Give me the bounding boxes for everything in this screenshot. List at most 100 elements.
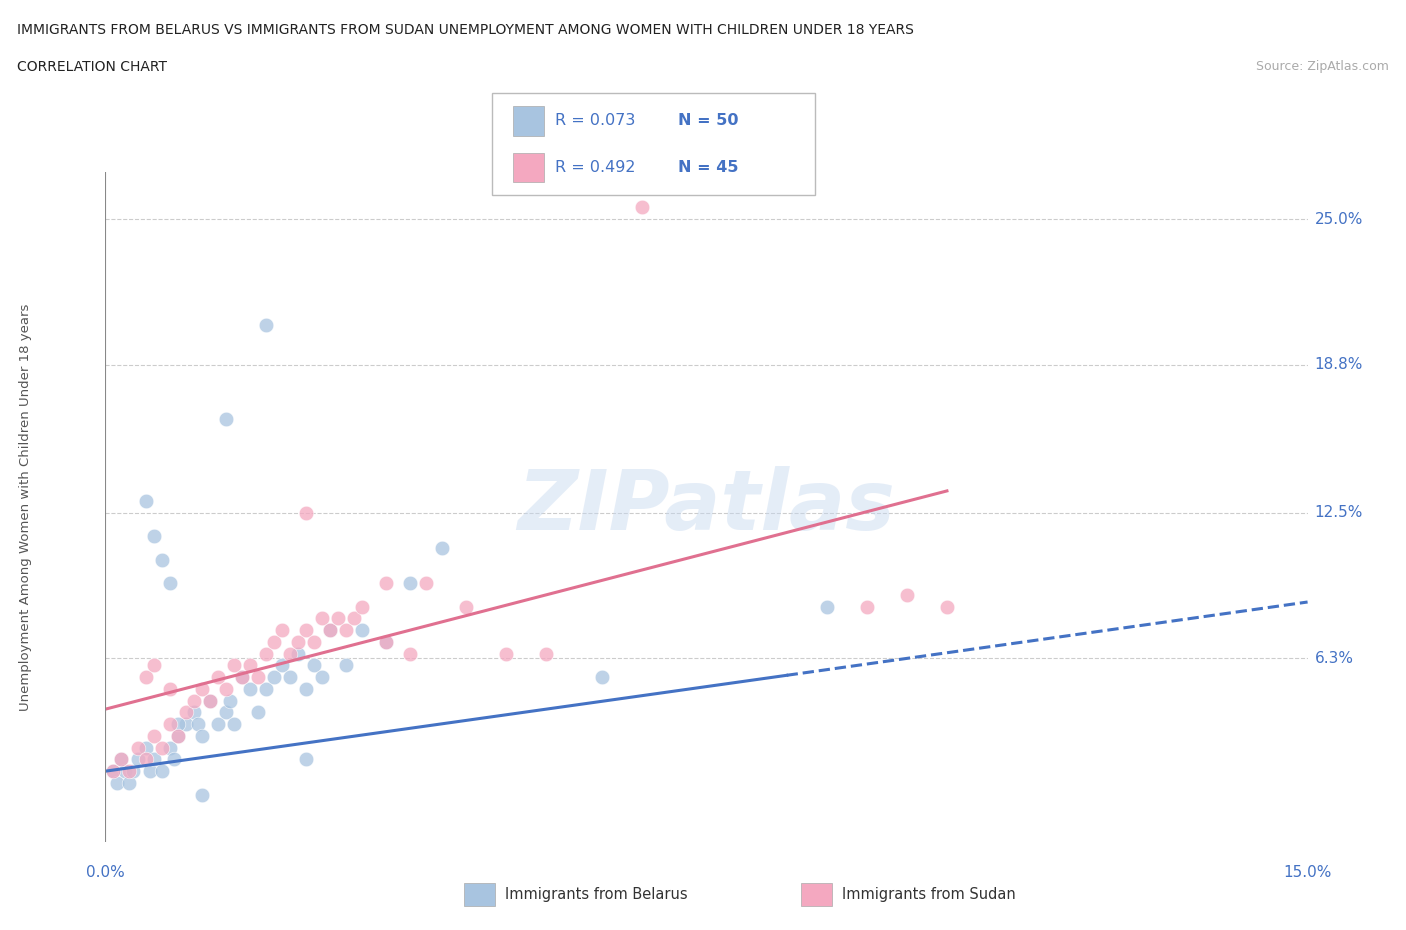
Point [166, 728, 188, 743]
Point [122, 764, 145, 778]
Point [374, 634, 396, 649]
Point [815, 599, 838, 614]
Point [162, 752, 184, 767]
Point [159, 576, 181, 591]
Point [142, 658, 165, 673]
Point [399, 646, 422, 661]
Point [399, 576, 422, 591]
Point [270, 623, 292, 638]
Point [159, 740, 181, 755]
Text: 0.0%: 0.0% [86, 865, 125, 880]
Point [183, 693, 205, 708]
Text: 12.5%: 12.5% [1315, 505, 1362, 520]
Point [287, 646, 309, 661]
Point [135, 740, 157, 755]
Point [295, 682, 318, 697]
Point [187, 717, 209, 732]
Point [350, 599, 373, 614]
Text: Immigrants from Sudan: Immigrants from Sudan [842, 887, 1017, 902]
Point [335, 658, 357, 673]
Point [118, 776, 141, 790]
Point [222, 717, 245, 732]
Point [214, 705, 236, 720]
Point [150, 552, 173, 567]
Point [159, 717, 181, 732]
Point [239, 658, 262, 673]
Text: Source: ZipAtlas.com: Source: ZipAtlas.com [1256, 60, 1389, 73]
Point [198, 693, 221, 708]
Point [246, 670, 269, 684]
Point [374, 634, 396, 649]
Point [350, 623, 373, 638]
Point [295, 505, 318, 520]
Text: N = 45: N = 45 [678, 160, 738, 175]
Point [218, 693, 240, 708]
Point [142, 728, 165, 743]
Point [936, 599, 959, 614]
Point [231, 670, 253, 684]
Point [311, 611, 333, 626]
Point [214, 682, 236, 697]
Point [335, 623, 357, 638]
Point [591, 670, 613, 684]
Point [135, 670, 157, 684]
Text: CORRELATION CHART: CORRELATION CHART [17, 60, 167, 74]
Point [118, 764, 141, 778]
Point [174, 717, 197, 732]
Text: 25.0%: 25.0% [1315, 211, 1362, 227]
Text: 15.0%: 15.0% [1284, 865, 1331, 880]
Point [127, 740, 149, 755]
Point [631, 200, 654, 215]
Point [430, 540, 453, 555]
Point [110, 752, 132, 767]
Point [254, 317, 277, 332]
Point [135, 752, 157, 767]
Point [174, 705, 197, 720]
Point [254, 646, 277, 661]
Point [278, 670, 301, 684]
Point [150, 764, 173, 778]
Text: Immigrants from Belarus: Immigrants from Belarus [505, 887, 688, 902]
Text: R = 0.492: R = 0.492 [555, 160, 636, 175]
Point [374, 576, 396, 591]
Point [110, 752, 132, 767]
Text: 18.8%: 18.8% [1315, 357, 1362, 372]
Point [319, 623, 342, 638]
Point [263, 670, 285, 684]
Point [135, 494, 157, 509]
Point [198, 693, 221, 708]
Point [222, 658, 245, 673]
Point [456, 599, 478, 614]
Point [138, 764, 160, 778]
Point [142, 752, 165, 767]
Point [287, 634, 309, 649]
Point [343, 611, 366, 626]
Point [254, 682, 277, 697]
Point [103, 764, 125, 778]
Point [207, 670, 229, 684]
Point [263, 634, 285, 649]
Point [295, 752, 318, 767]
Point [855, 599, 877, 614]
Point [246, 705, 269, 720]
Point [190, 728, 212, 743]
Point [495, 646, 517, 661]
Text: Unemployment Among Women with Children Under 18 years: Unemployment Among Women with Children U… [18, 303, 32, 711]
Point [302, 634, 325, 649]
Point [103, 764, 125, 778]
Point [534, 646, 557, 661]
Point [326, 611, 349, 626]
Point [231, 670, 253, 684]
Point [214, 411, 236, 426]
Point [166, 717, 188, 732]
Text: IMMIGRANTS FROM BELARUS VS IMMIGRANTS FROM SUDAN UNEMPLOYMENT AMONG WOMEN WITH C: IMMIGRANTS FROM BELARUS VS IMMIGRANTS FR… [17, 23, 914, 37]
Point [127, 752, 149, 767]
Point [183, 705, 205, 720]
Point [311, 670, 333, 684]
Point [150, 740, 173, 755]
Point [239, 682, 262, 697]
Point [896, 588, 918, 603]
Text: N = 50: N = 50 [678, 113, 738, 128]
Point [114, 764, 136, 778]
Point [295, 623, 318, 638]
